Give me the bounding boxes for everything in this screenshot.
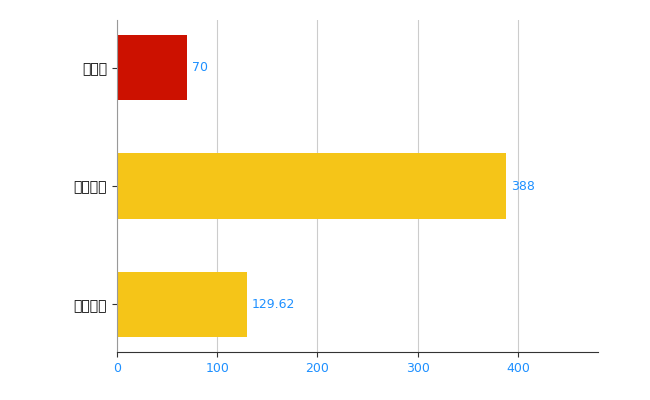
Text: 70: 70 (192, 61, 208, 74)
Bar (117, 272, 247, 337)
Text: 388: 388 (511, 180, 535, 192)
Bar (117, 154, 506, 218)
Text: 129.62: 129.62 (252, 298, 295, 311)
Bar (117, 35, 187, 100)
